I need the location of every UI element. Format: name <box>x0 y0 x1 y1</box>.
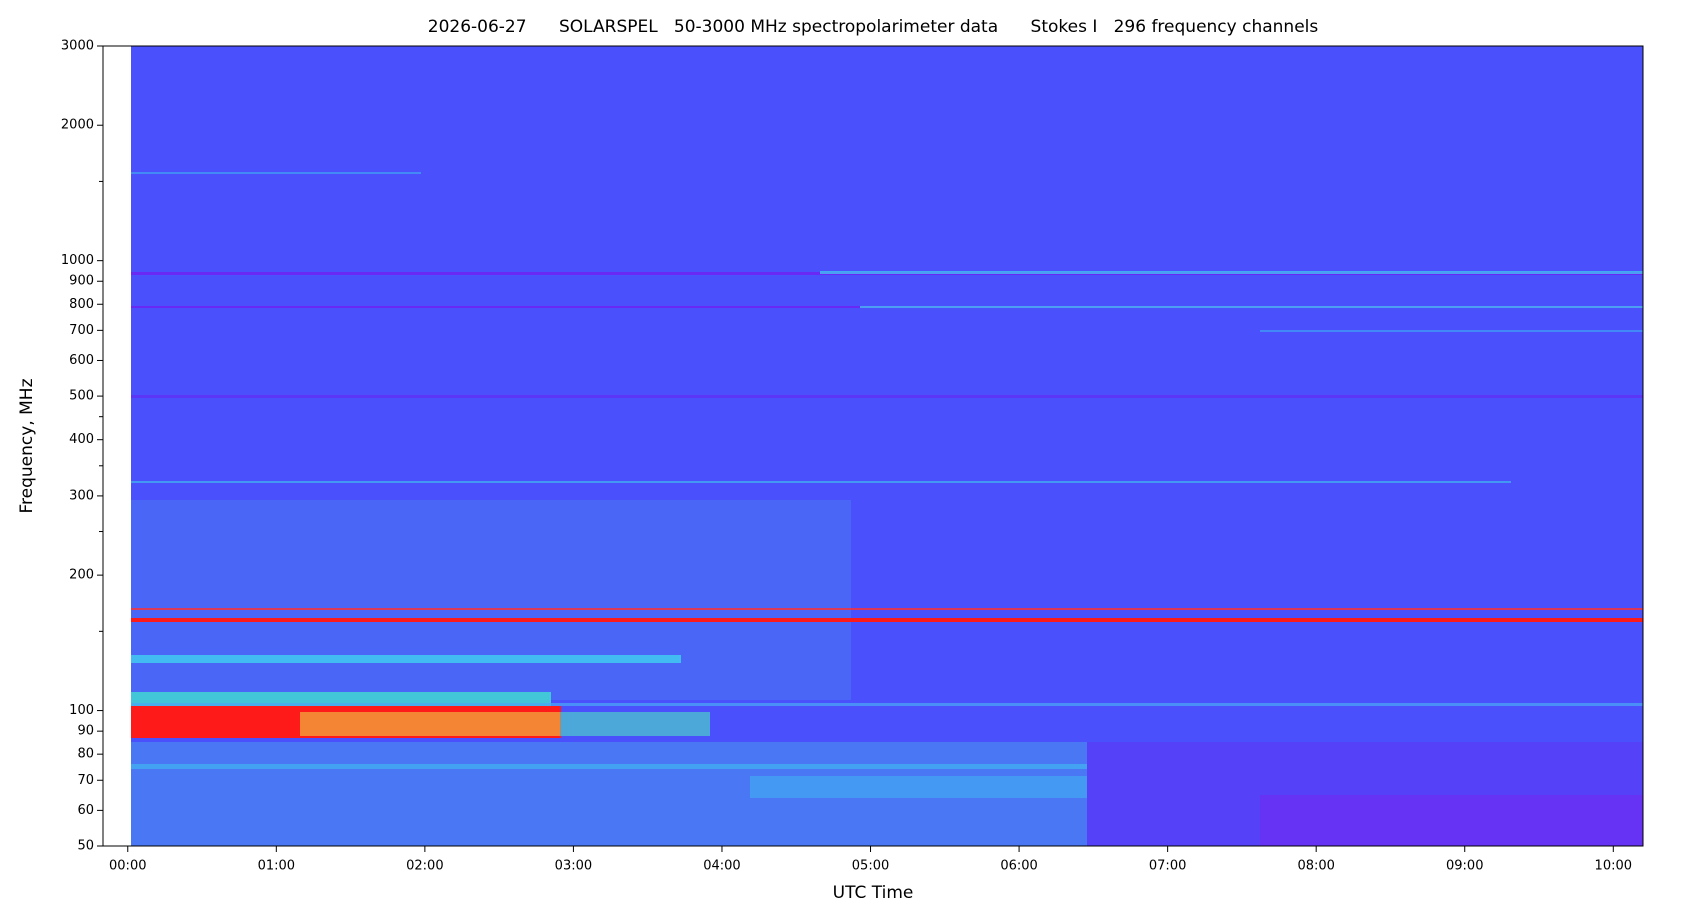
y-tick-label: 3000 <box>61 39 94 54</box>
spectrogram-band <box>131 395 1643 398</box>
y-tick-label: 1000 <box>61 253 94 268</box>
spectrogram-band <box>131 703 1643 706</box>
spectrogram-band <box>131 481 1511 483</box>
y-tick-label: 900 <box>69 274 94 289</box>
x-tick-label: 02:00 <box>406 859 443 874</box>
y-tick-label: 100 <box>69 703 94 718</box>
y-tick-label: 90 <box>77 724 94 739</box>
x-tick-label: 08:00 <box>1297 859 1334 874</box>
y-tick-label: 800 <box>69 297 94 312</box>
x-tick-label: 00:00 <box>109 859 146 874</box>
spectrogram-band <box>131 172 421 174</box>
y-tick-label: 70 <box>77 773 94 788</box>
spectrogram-band <box>1260 330 1643 332</box>
spectrogram-band <box>131 692 551 706</box>
y-tick-label: 2000 <box>61 118 94 133</box>
spectrogram-band <box>820 271 1643 274</box>
plot-frame <box>102 45 1644 847</box>
x-axis-label: UTC Time <box>833 883 914 903</box>
y-tick-label: 400 <box>69 432 94 447</box>
burst <box>300 712 560 736</box>
x-tick-label: 06:00 <box>1000 859 1037 874</box>
spectrogram-band <box>131 618 1643 622</box>
spectrogram-band <box>131 608 1643 610</box>
spectrogram-region <box>1260 795 1643 846</box>
y-tick-label: 700 <box>69 323 94 338</box>
burst <box>560 712 710 736</box>
spectrogram-image <box>131 46 1643 846</box>
y-tick-label: 60 <box>77 803 94 818</box>
spectrogram-band <box>131 764 1087 769</box>
y-tick-label: 300 <box>69 488 94 503</box>
x-tick-label: 10:00 <box>1595 859 1632 874</box>
x-tick-label: 09:00 <box>1446 859 1483 874</box>
y-tick-label: 200 <box>69 568 94 583</box>
x-tick-label: 04:00 <box>703 859 740 874</box>
y-axis-label: Frequency, MHz <box>17 378 37 513</box>
chart-title: 2026-06-27 SOLARSPEL 50-3000 MHz spectro… <box>428 17 1319 37</box>
x-tick-label: 03:00 <box>555 859 592 874</box>
spectrogram-region <box>131 500 851 700</box>
x-tick-label: 05:00 <box>852 859 889 874</box>
y-tick-label: 600 <box>69 353 94 368</box>
spectrogram-band <box>131 655 681 663</box>
y-tick-label: 80 <box>77 747 94 762</box>
spectrogram-band <box>860 306 1643 308</box>
x-tick-label: 07:00 <box>1149 859 1186 874</box>
x-tick-label: 01:00 <box>258 859 295 874</box>
spectrogram-band <box>750 776 1087 798</box>
y-tick-label: 500 <box>69 389 94 404</box>
y-tick-label: 50 <box>77 839 94 854</box>
